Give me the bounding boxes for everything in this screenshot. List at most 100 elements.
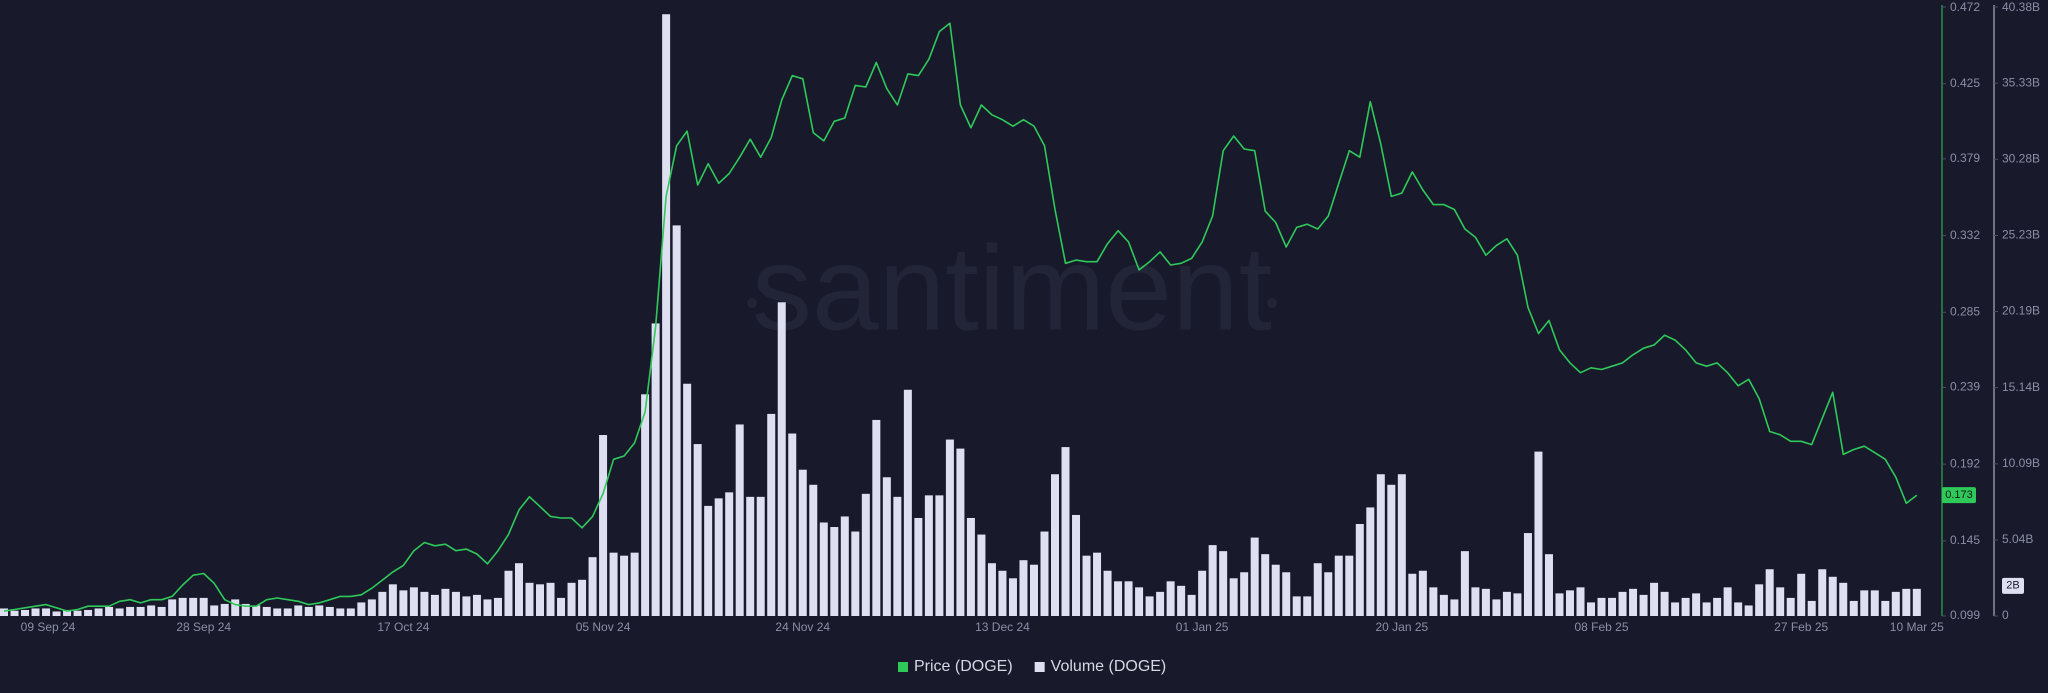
volume-bar xyxy=(367,599,376,616)
volume-bar xyxy=(914,517,923,616)
volume-tick-label: 20.19B xyxy=(2002,304,2040,318)
volume-bar xyxy=(1597,597,1606,616)
volume-bar xyxy=(1040,531,1049,616)
volume-tick-label: 10.09B xyxy=(2002,456,2040,470)
volume-bar xyxy=(1324,572,1333,616)
x-tick-label: 01 Jan 25 xyxy=(1176,620,1229,634)
volume-bar xyxy=(10,610,19,616)
volume-bar xyxy=(1618,591,1627,616)
volume-bar xyxy=(1029,564,1038,616)
volume-bar xyxy=(578,579,587,616)
volume-bar xyxy=(514,563,523,616)
volume-bar xyxy=(546,582,555,616)
volume-bar xyxy=(1387,484,1396,616)
volume-bar xyxy=(1292,596,1301,616)
volume-bar xyxy=(1513,593,1522,616)
x-tick-label: 10 Mar 25 xyxy=(1890,620,1944,634)
volume-bar xyxy=(1219,551,1228,616)
volume-bar xyxy=(1576,587,1585,616)
volume-bar xyxy=(1681,597,1690,616)
volume-bar xyxy=(872,419,881,616)
volume-bar xyxy=(84,609,93,616)
price-tick-label: 0.099 xyxy=(1950,608,1980,622)
volume-bar xyxy=(1828,576,1837,616)
volume-bar xyxy=(388,584,397,616)
volume-bar xyxy=(63,609,72,616)
volume-bar xyxy=(1544,554,1553,616)
volume-bar xyxy=(599,435,608,616)
volume-bar xyxy=(1849,600,1858,616)
volume-marker-box xyxy=(2002,577,2024,594)
volume-bar xyxy=(557,597,566,616)
volume-bar xyxy=(315,605,324,616)
x-tick-label: 27 Feb 25 xyxy=(1774,620,1828,634)
volume-bar xyxy=(1807,600,1816,616)
volume-bar xyxy=(1240,572,1249,616)
volume-bar xyxy=(1786,597,1795,616)
volume-bar xyxy=(1366,507,1375,616)
volume-bar xyxy=(1355,524,1364,616)
x-tick-label: 20 Jan 25 xyxy=(1375,620,1428,634)
volume-bar xyxy=(1051,474,1059,616)
volume-bar xyxy=(1818,569,1827,616)
volume-bar xyxy=(1282,572,1291,616)
price-marker-box xyxy=(1942,487,1976,504)
volume-bar xyxy=(430,594,439,616)
volume-bar xyxy=(1744,605,1753,616)
volume-bar xyxy=(1839,582,1848,616)
volume-bar xyxy=(1639,594,1648,616)
volume-bar xyxy=(157,606,166,616)
volume-bar xyxy=(1460,551,1469,616)
volume-bar xyxy=(935,495,944,616)
volume-bar xyxy=(462,596,471,616)
volume-bar xyxy=(1418,570,1427,616)
x-tick-label: 24 Nov 24 xyxy=(775,620,830,634)
volume-bar xyxy=(231,599,240,616)
volume-bar xyxy=(882,477,891,616)
volume-bar xyxy=(1198,570,1207,616)
price-tick-label: 0.239 xyxy=(1950,380,1980,394)
volume-bar xyxy=(1671,602,1680,616)
volume-bar xyxy=(441,588,450,616)
volume-bar xyxy=(1755,584,1764,616)
volume-bar xyxy=(21,609,30,616)
x-tick-label: 13 Dec 24 xyxy=(975,620,1030,634)
volume-bar xyxy=(704,505,713,616)
volume-bar xyxy=(1145,596,1154,616)
legend-swatch xyxy=(898,662,908,672)
volume-bar xyxy=(294,605,303,616)
volume-bar xyxy=(472,594,481,616)
volume-bar xyxy=(746,496,755,616)
volume-bar xyxy=(273,608,282,616)
x-tick-label: 09 Sep 24 xyxy=(21,620,76,634)
volume-bar xyxy=(189,597,198,616)
volume-bar xyxy=(220,603,229,616)
volume-bar xyxy=(1450,599,1459,616)
volume-bar xyxy=(504,570,513,616)
volume-bar xyxy=(567,582,576,616)
volume-bar xyxy=(1093,552,1102,616)
volume-bar xyxy=(1061,447,1070,616)
volume-bar xyxy=(1734,602,1743,616)
volume-bar xyxy=(998,570,1007,616)
x-tick-label: 08 Feb 25 xyxy=(1574,620,1628,634)
volume-bar xyxy=(1891,591,1900,616)
volume-bar xyxy=(830,527,839,616)
volume-bar xyxy=(1072,514,1081,616)
volume-bar xyxy=(525,582,534,616)
price-tick-label: 0.379 xyxy=(1950,151,1980,165)
volume-bar xyxy=(1229,578,1238,616)
volume-bar xyxy=(283,608,292,616)
volume-bar xyxy=(493,597,502,616)
volume-bar xyxy=(1713,597,1722,616)
legend-swatch xyxy=(1034,662,1045,672)
price-tick-label: 0.332 xyxy=(1950,228,1980,242)
volume-bar xyxy=(241,603,250,616)
volume-bar xyxy=(262,606,271,616)
volume-bar xyxy=(168,599,177,616)
volume-bar xyxy=(199,597,208,616)
volume-bar xyxy=(304,606,313,616)
volume-bar xyxy=(1881,600,1890,616)
volume-bar xyxy=(1250,537,1259,616)
volume-bar xyxy=(0,608,8,616)
